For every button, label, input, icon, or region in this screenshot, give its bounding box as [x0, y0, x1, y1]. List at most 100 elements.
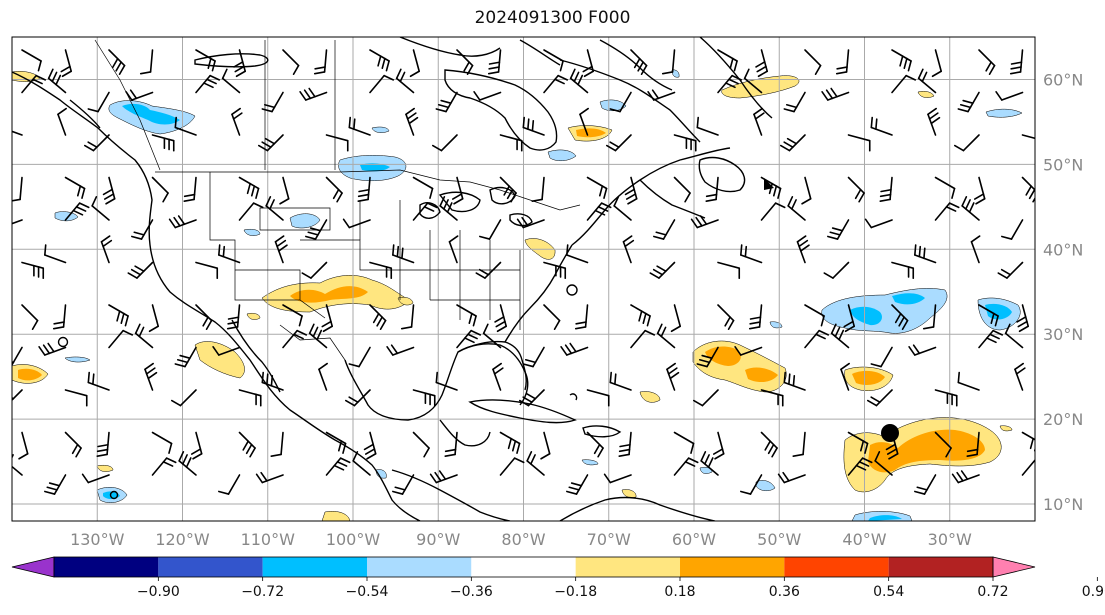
wind-barb [951, 470, 980, 484]
wind-barb [87, 91, 110, 113]
wind-barb [522, 116, 545, 136]
wind-barb [12, 120, 23, 136]
colorbar-tick-label: −0.54 [346, 584, 389, 600]
latitude-label: 60°N [1043, 70, 1083, 89]
wind-barb [609, 371, 632, 391]
wind-barb [922, 304, 937, 330]
wind-barb [1001, 219, 1024, 240]
wind-barb [456, 329, 482, 349]
wind-barb [139, 49, 154, 75]
longitude-label: 90°W [416, 530, 460, 549]
wind-barb [891, 49, 912, 72]
wind-barb [783, 371, 806, 391]
wind-barb [195, 74, 221, 94]
wind-barb [492, 362, 504, 391]
wind-barb [386, 344, 415, 356]
wind-barb [21, 74, 47, 94]
wind-barb [864, 218, 893, 229]
wind-barbs [12, 49, 1035, 495]
wind-barb [830, 323, 850, 349]
wind-barb [792, 431, 806, 457]
wind-barb [978, 304, 999, 327]
wind-barb [409, 49, 420, 78]
colorbar-segment [262, 557, 367, 577]
wind-barb [740, 474, 763, 495]
wind-barb [499, 457, 525, 476]
wind-barb [444, 431, 458, 457]
wind-barb [412, 431, 430, 458]
colorbar-tick-label: 0.72 [977, 584, 1008, 600]
wind-barb [560, 342, 589, 356]
wind-barb [696, 346, 719, 368]
wind-barb [804, 304, 825, 327]
colorbar-tick-label: −0.18 [554, 584, 597, 600]
map-gridlines [12, 37, 1035, 521]
longitude-label: 130°W [70, 530, 125, 549]
wind-barb [151, 134, 175, 152]
wind-barb [348, 346, 371, 368]
wind-barb [957, 91, 980, 113]
colorbar-tick-label: 0.18 [664, 584, 695, 600]
wind-barb [448, 235, 459, 264]
wind-barb [953, 134, 980, 152]
latitude-labels: 60°N 50°N 40°N 30°N 20°N 10°N [1043, 70, 1083, 514]
wind-barb [363, 431, 377, 460]
wind-barb [1004, 323, 1024, 349]
wind-barb [821, 87, 850, 101]
wind-barb [494, 304, 507, 333]
wind-barb [931, 49, 942, 78]
wind-barb [392, 244, 415, 264]
wind-barb [221, 68, 241, 94]
wind-barb [52, 304, 67, 330]
longitude-label: 110°W [241, 530, 296, 549]
wind-barb [995, 91, 1024, 101]
wind-barb [673, 134, 697, 152]
wind-barb [753, 107, 765, 136]
wind-barb [630, 304, 651, 327]
wind-barb [518, 389, 545, 407]
wind-barb [603, 473, 632, 484]
wind-barb [743, 68, 763, 94]
wind-barb [369, 74, 395, 94]
wind-barb [12, 346, 23, 367]
wind-barb [195, 304, 213, 331]
colorbar-segment [784, 557, 889, 577]
wind-barb [543, 49, 564, 72]
wind-barb [482, 323, 502, 349]
wind-barb [717, 304, 735, 331]
wind-barb [712, 431, 725, 460]
wind-barb [1016, 304, 1029, 333]
wind-barb [131, 219, 154, 240]
wind-barb [18, 431, 29, 460]
wind-barb [238, 202, 264, 221]
wind-barb [823, 261, 850, 279]
wind-barb [622, 235, 635, 264]
wind-barb [257, 134, 284, 152]
latitude-label: 20°N [1043, 410, 1083, 429]
colorbar-segment [158, 557, 263, 577]
wind-barb [870, 346, 893, 368]
wind-barb [102, 176, 116, 205]
wind-barb [238, 389, 262, 407]
longitude-label: 80°W [501, 530, 545, 549]
wind-barb [927, 107, 941, 136]
wind-barb [395, 68, 415, 94]
wind-barb [717, 74, 743, 94]
wind-barb [261, 371, 284, 391]
wind-barb [879, 176, 893, 202]
wind-barb [957, 371, 980, 391]
colorbar-lower-extension [11, 556, 55, 578]
wind-barb [479, 219, 502, 240]
wind-barb [168, 215, 197, 229]
wind-barb [843, 304, 855, 333]
wind-barb [973, 176, 986, 205]
wind-barb [178, 450, 197, 476]
wind-barb [456, 49, 474, 76]
wind-barb [38, 342, 67, 356]
wind-barb [840, 362, 850, 391]
wind-barb [195, 49, 216, 72]
wind-barb [543, 304, 561, 331]
colorbar-tick-label: 0.90 [1082, 584, 1105, 600]
colorbar-upper-extension [992, 556, 1036, 578]
wind-barb [265, 195, 284, 221]
